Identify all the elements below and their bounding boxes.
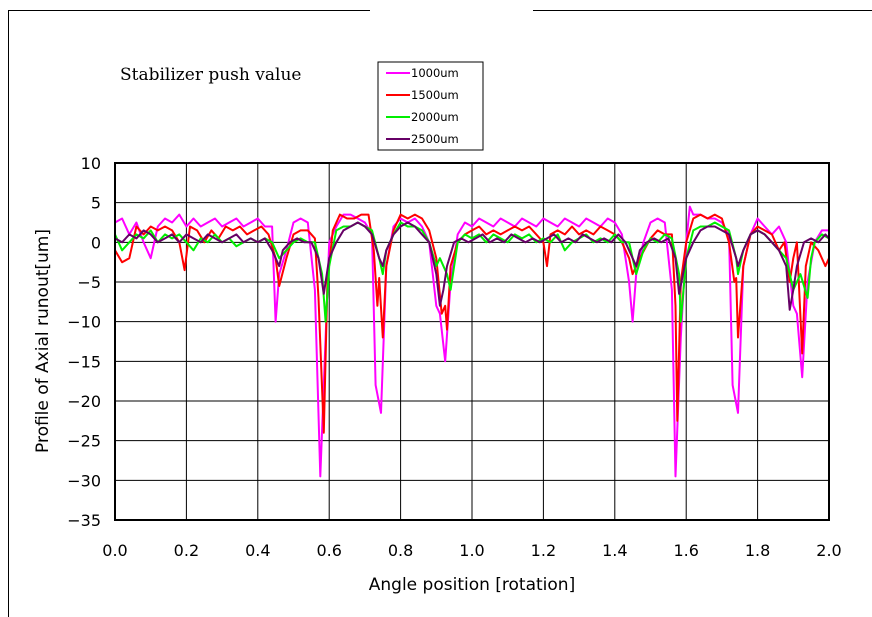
plot-border — [114, 162, 830, 521]
x-tick-label: 0.0 — [102, 541, 127, 560]
legend-label: 2000um — [411, 110, 459, 124]
x-tick-label: 1.2 — [531, 541, 556, 560]
x-tick-label: 0.8 — [388, 541, 413, 560]
y-tick-label: −15 — [67, 352, 101, 371]
legend-label: 1000um — [411, 66, 459, 80]
series-line-2000um — [114, 221, 830, 323]
legend-title: Stabilizer push value — [120, 65, 301, 85]
series-lines — [114, 205, 830, 478]
y-tick-label: −35 — [67, 511, 101, 530]
y-tick-label: 0 — [91, 233, 101, 252]
y-tick-label: −30 — [67, 471, 101, 490]
y-axis-ticks: 10 5 0 −5 −10 −15 −20 −25 −30 −35 — [67, 154, 101, 530]
y-tick-label: −20 — [67, 392, 101, 411]
legend: 1000um 1500um 2000um 2500um — [377, 61, 484, 151]
x-tick-label: 0.4 — [245, 541, 270, 560]
x-tick-label: 0.6 — [316, 541, 341, 560]
plot-area — [114, 162, 830, 521]
y-tick-label: −5 — [77, 273, 101, 292]
gridlines — [115, 163, 829, 520]
x-tick-label: 1.0 — [459, 541, 484, 560]
legend-label: 2500um — [411, 132, 459, 146]
series-line-2500um — [114, 221, 830, 311]
series-line-1500um — [114, 213, 830, 434]
y-tick-label: −25 — [67, 432, 101, 451]
x-tick-label: 1.6 — [673, 541, 698, 560]
x-tick-label: 1.8 — [745, 541, 770, 560]
legend-box — [377, 61, 484, 151]
y-tick-label: 10 — [81, 154, 101, 173]
x-axis-label: Angle position [rotation] — [369, 575, 575, 595]
x-axis-ticks: 0.0 0.2 0.4 0.6 0.8 1.0 1.2 1.4 1.6 1.8 2.0 — [102, 541, 841, 560]
x-tick-label: 0.2 — [174, 541, 199, 560]
x-tick-label: 2.0 — [816, 541, 841, 560]
y-tick-label: 5 — [91, 194, 101, 213]
y-axis-label: Profile of Axial runout[um] — [33, 229, 53, 453]
y-tick-label: −10 — [67, 313, 101, 332]
frame-gap — [370, 6, 533, 50]
x-tick-label: 1.4 — [602, 541, 627, 560]
series-line-1000um — [114, 205, 829, 478]
legend-label: 1500um — [411, 88, 459, 102]
